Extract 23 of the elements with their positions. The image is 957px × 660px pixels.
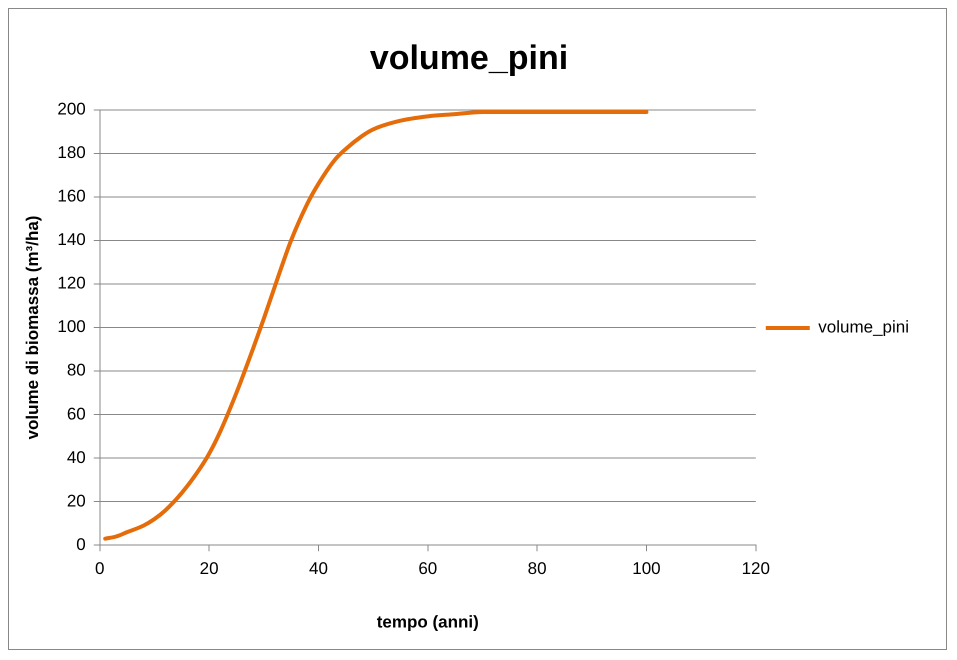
y-tick-label: 200 [57,99,86,118]
legend-label: volume_pini [818,318,910,337]
y-tick-label: 180 [57,143,86,162]
y-tick-label: 40 [66,448,86,467]
y-tick-label: 140 [57,230,86,250]
y-tick-label: 60 [66,404,86,424]
x-tick-label: 100 [632,559,661,578]
y-tick-label: 80 [66,360,86,380]
line-series [103,110,648,541]
y-tick-label: 160 [57,186,86,206]
y-axis-title: volume di biomassa (m³/ha) [22,216,42,440]
chart-title: volume_pini [370,38,568,77]
x-axis-title: tempo (anni) [376,612,479,632]
x-tick-label: 80 [528,559,547,578]
x-tick-label: 0 [95,559,104,578]
x-tick-label: 20 [200,559,219,578]
y-tick-label: 0 [76,534,86,554]
x-tick-label: 40 [308,559,328,578]
x-tick-label: 120 [742,559,770,578]
y-tick-label: 120 [57,274,86,293]
x-tick-label: 60 [418,559,438,578]
y-tick-label: 20 [66,491,86,510]
y-tick-label: 100 [57,317,86,336]
